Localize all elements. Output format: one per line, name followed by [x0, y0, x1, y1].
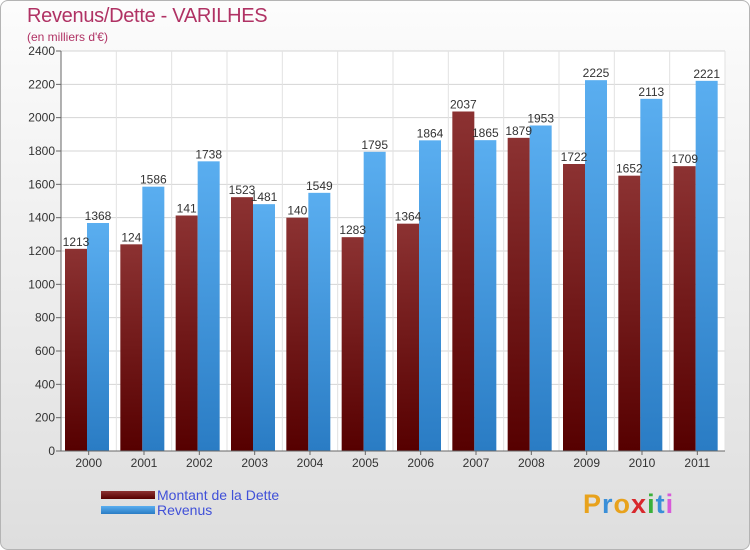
bar-dette	[452, 111, 475, 451]
x-tick-label: 2006	[407, 456, 434, 470]
logo-letter: x	[631, 489, 648, 519]
data-label: 2113	[638, 85, 664, 99]
bar-revenus	[87, 223, 109, 451]
legend-item-dette: Montant de la Dette	[101, 486, 280, 503]
data-label: 1864	[417, 126, 444, 140]
legend-label-dette: Montant de la Dette	[157, 486, 280, 503]
bar-revenus	[419, 140, 441, 452]
legend-label-revenus: Revenus	[157, 501, 213, 518]
chart-title: Revenus/Dette - VARILHES	[27, 5, 268, 27]
legend-swatch-dette	[101, 490, 155, 499]
bar-revenus	[474, 140, 497, 451]
data-label: 1865	[472, 126, 499, 140]
bar-revenus	[695, 80, 718, 451]
bar-dette	[618, 175, 641, 451]
data-label: 1213	[63, 235, 90, 249]
data-label: 1368	[85, 209, 112, 223]
data-label: 1953	[527, 112, 554, 126]
bar-revenus	[308, 192, 331, 452]
logo-letter: r	[602, 489, 614, 519]
bar-revenus	[142, 186, 165, 451]
x-tick-label: 2000	[75, 456, 102, 470]
legend-swatch-revenus	[101, 505, 155, 514]
data-label: 1549	[306, 179, 333, 193]
axes: 0 200 400 600 800 1000 1200 1400 1600 1800 2000 220…	[28, 44, 725, 470]
x-tick-label: 2005	[352, 456, 379, 470]
x-tick-label: 2009	[573, 456, 600, 470]
grid-lines	[60, 50, 726, 452]
logo-letter: i	[647, 489, 656, 519]
x-tick-label: 2003	[241, 456, 268, 470]
data-label: 2225	[583, 66, 610, 80]
data-label: 1709	[671, 152, 698, 166]
logo-letter: o	[613, 489, 632, 519]
data-label: 1722	[561, 150, 588, 164]
bar-dette	[507, 137, 530, 452]
y-tick-label: 600	[35, 344, 55, 358]
x-tick-label: 2002	[186, 456, 213, 470]
data-label: 124	[121, 230, 141, 244]
y-tick-label: 2200	[28, 77, 55, 91]
x-tick-label: 2010	[629, 456, 656, 470]
x-tick-label: 2004	[297, 456, 324, 470]
chart-unit-subtitle: (en milliers d'€)	[27, 30, 108, 44]
y-tick-label: 1000	[28, 277, 55, 291]
y-tick-label: 1600	[28, 177, 55, 191]
bar-revenus	[529, 125, 552, 451]
bar-dette	[673, 166, 696, 451]
data-label: 1481	[251, 190, 278, 204]
y-tick-label: 2000	[28, 111, 55, 125]
logo-letter: P	[583, 489, 603, 519]
proxiti-logo: Proxiti	[583, 489, 674, 520]
data-label: 2037	[450, 98, 477, 112]
bar-dette	[397, 223, 419, 451]
y-tick-label: 400	[35, 377, 55, 391]
bar-revenus	[197, 161, 220, 452]
bar-dette	[231, 197, 253, 451]
data-label: 1586	[140, 173, 167, 187]
bar-revenus	[253, 204, 275, 451]
data-label: 1738	[195, 147, 222, 161]
x-tick-label: 2008	[518, 456, 545, 470]
data-label: 2221	[693, 67, 720, 81]
bar-revenus	[640, 98, 663, 451]
x-tick-label: 2007	[463, 456, 490, 470]
bar-revenus	[585, 80, 607, 452]
y-tick-label: 1400	[28, 211, 55, 225]
logo-letter: t	[655, 489, 666, 519]
legend: Montant de la Dette Revenus	[101, 486, 280, 518]
bar-dette	[175, 215, 198, 451]
y-tick-label: 1200	[28, 244, 55, 258]
y-tick-label: 200	[35, 411, 55, 425]
y-tick-label: 2400	[28, 44, 55, 58]
data-label: 1652	[616, 162, 643, 176]
bar-dette	[65, 248, 87, 451]
data-label: 1879	[505, 124, 532, 138]
x-tick-label: 2001	[131, 456, 158, 470]
bar-dette	[563, 164, 585, 451]
legend-item-revenus: Revenus	[101, 501, 279, 518]
data-label: 1283	[339, 223, 366, 237]
y-tick-label: 1800	[28, 144, 55, 158]
data-label: 1364	[395, 210, 422, 224]
x-tick-label: 2011	[684, 456, 710, 470]
bar-revenus	[363, 151, 386, 452]
data-label: 1523	[229, 183, 256, 197]
bar-dette	[341, 237, 364, 451]
bar-dette	[286, 217, 309, 451]
logo-letter: i	[665, 489, 675, 519]
y-tick-label: 800	[35, 311, 55, 325]
bar-dette	[120, 244, 143, 451]
data-label: 1795	[361, 138, 388, 152]
bars	[65, 80, 718, 452]
data-label: 141	[177, 202, 197, 216]
data-label: 140	[287, 204, 307, 218]
y-tick-label: 0	[48, 444, 55, 458]
